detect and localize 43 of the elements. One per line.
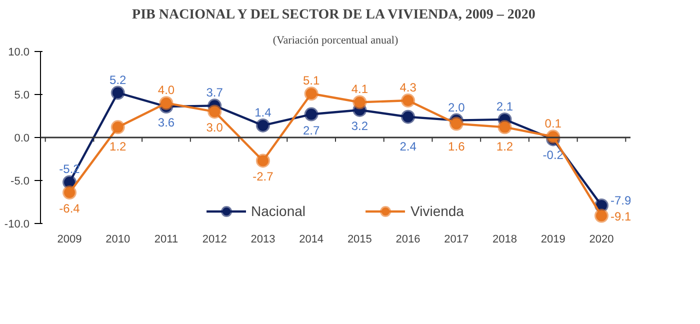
x-tick-label: 2012 [202, 234, 227, 246]
data-label: 1.6 [448, 140, 466, 154]
data-label: 1.2 [110, 140, 127, 154]
data-label: -6.4 [59, 202, 80, 216]
data-label: 3.2 [351, 118, 368, 133]
chart-subtitle: (Variación porcentual anual) [272, 34, 398, 46]
data-label: -9.1 [610, 209, 632, 224]
data-label: 1.2 [496, 140, 514, 154]
data-label: 2.0 [448, 100, 466, 114]
x-tick-label: 2017 [444, 234, 469, 246]
x-tick-label: 2018 [492, 234, 518, 246]
data-label: 0.1 [544, 116, 562, 131]
legend-label: Nacional [251, 203, 306, 219]
y-tick-label: 0.0 [14, 132, 30, 144]
data-label: -2.7 [252, 170, 274, 184]
x-tick-label: 2011 [154, 234, 178, 246]
y-tick-label: 10.0 [8, 46, 30, 58]
y-tick-label: -5.0 [10, 176, 30, 188]
y-tick-label: -10.0 [4, 218, 30, 230]
data-label: 4.3 [400, 80, 417, 95]
data-label: 1.4 [254, 105, 272, 120]
legend-label: Vivienda [410, 203, 464, 219]
x-tick-label: 2010 [106, 234, 130, 246]
x-tick-label: 2019 [540, 234, 566, 246]
x-tick-label: 2014 [299, 234, 324, 246]
data-label: 3.6 [158, 116, 175, 130]
data-label: 4.0 [158, 83, 175, 98]
x-tick-label: 2009 [57, 234, 82, 246]
data-label: 2.4 [400, 140, 417, 154]
x-tick-label: 2020 [589, 234, 614, 246]
x-tick-label: 2016 [396, 234, 420, 246]
x-tick-label: 2015 [347, 234, 372, 246]
data-label: 3.7 [206, 86, 224, 100]
data-label: -7.9 [610, 193, 632, 208]
data-label: 5.1 [302, 74, 320, 88]
y-tick-label: 5.0 [14, 90, 30, 102]
data-label: 4.1 [351, 82, 368, 96]
data-label: 2.1 [496, 99, 514, 114]
x-tick-label: 2013 [250, 234, 276, 246]
data-label: 5.2 [110, 72, 127, 87]
data-label: 2.7 [302, 123, 320, 138]
chart-title: PIB NACIONAL Y DEL SECTOR DE LA VIVIENDA, 2009 – 2020 [132, 8, 536, 22]
data-label: 3.0 [206, 120, 224, 135]
